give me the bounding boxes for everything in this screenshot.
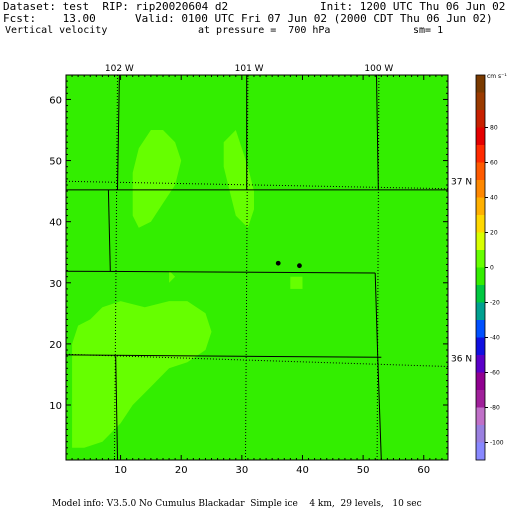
field-name: Vertical velocity [5, 25, 108, 36]
colorbar-swatch [476, 110, 485, 128]
graticule-line [114, 74, 118, 461]
boundary-line [377, 356, 382, 461]
colorbar-swatch [476, 442, 485, 461]
boundary-line [376, 74, 379, 190]
colorbar-swatch [476, 267, 485, 286]
graticule-line [65, 180, 449, 190]
longitude-label: 100 W [364, 64, 393, 74]
y-tick-label: 40 [49, 218, 62, 229]
colorbar-swatch [476, 320, 485, 338]
boundary-line [107, 189, 111, 272]
boundary-line [115, 356, 118, 461]
x-tick-label: 50 [357, 465, 370, 476]
model-info: Model info: V3.5.0 No Cumulus Blackadar … [52, 499, 422, 509]
longitude-label: 102 W [105, 64, 134, 74]
latitude-label: 37 N [451, 177, 472, 187]
x-tick-label: 10 [114, 465, 127, 476]
colorbar-tick-label: -60 [490, 370, 500, 377]
colorbar-swatch [476, 127, 485, 146]
colorbar-swatch [476, 425, 485, 443]
colorbar-tick-label: 40 [490, 195, 498, 202]
colorbar-swatch [476, 162, 485, 181]
graticule [65, 74, 449, 461]
x-tick-label: 20 [175, 465, 188, 476]
x-tick-label: 40 [296, 465, 309, 476]
station-point [275, 260, 281, 266]
colorbar-tick-label: -100 [490, 440, 504, 447]
shaded-region [132, 130, 182, 228]
init-time: Init: 1200 UTC Thu 06 Jun 02 [320, 0, 506, 13]
colorbar-swatch [476, 92, 485, 111]
smoothing-label: sm= 1 [413, 25, 444, 36]
colorbar-unit: cm s⁻¹ [487, 73, 507, 80]
colorbar-swatch [476, 215, 485, 233]
y-tick-label: 50 [49, 157, 62, 168]
valid-time: Valid: 0100 UTC Fri 07 Jun 02 (2000 CDT … [135, 12, 493, 25]
shaded-region [169, 270, 176, 283]
dataset-label: Dataset: test RIP: rip20020604 d2 [3, 0, 229, 13]
colorbar-swatch [476, 337, 485, 356]
colorbar-tick-label: 80 [490, 125, 498, 132]
colorbar-swatch [476, 232, 485, 251]
graticule-line [65, 353, 449, 367]
colorbar-swatch [476, 75, 485, 93]
colorbar-swatch [476, 302, 485, 321]
colorbar-swatch [476, 250, 485, 268]
colorbar-swatch [476, 197, 485, 216]
y-tick-label: 60 [49, 95, 62, 106]
colorbar-swatch [476, 407, 485, 426]
boundary-line [65, 354, 382, 358]
y-tick-label: 20 [49, 340, 62, 351]
station-point [297, 263, 302, 269]
colorbar-swatch [476, 145, 485, 163]
boundary-line [65, 270, 376, 274]
colorbar-swatch [476, 355, 485, 373]
latitude-label: 36 N [451, 355, 472, 365]
colorbar-swatch [476, 285, 485, 303]
colorbar-tick-label: 0 [490, 265, 494, 272]
y-tick-label: 10 [49, 401, 62, 412]
colorbar-swatch [476, 390, 485, 408]
colorbar-tick-label: -40 [490, 335, 500, 342]
map-boundaries [65, 74, 448, 461]
shaded-region [223, 130, 254, 228]
x-tick-label: 60 [417, 465, 430, 476]
colorbar-tick-label: 20 [490, 230, 498, 237]
graticule-line [376, 74, 380, 461]
boundary-line [117, 74, 120, 190]
plot-frame [65, 74, 449, 461]
x-tick-label: 30 [235, 465, 248, 476]
y-tick-label: 30 [49, 279, 62, 290]
longitude-label: 101 W [235, 64, 264, 74]
colorbar-swatch [476, 372, 485, 391]
colorbar-tick-label: -20 [490, 300, 500, 307]
pressure-level: at pressure = 700 hPa [198, 25, 331, 36]
forecast-hour: Fcst: 13.00 [3, 12, 96, 25]
shaded-region [72, 301, 212, 448]
colorbar-tick-label: -80 [490, 405, 500, 412]
colorbar-swatch [476, 180, 485, 198]
graticule-line [245, 74, 249, 461]
shaded-region [290, 276, 303, 289]
colorbar-tick-label: 60 [490, 160, 498, 167]
